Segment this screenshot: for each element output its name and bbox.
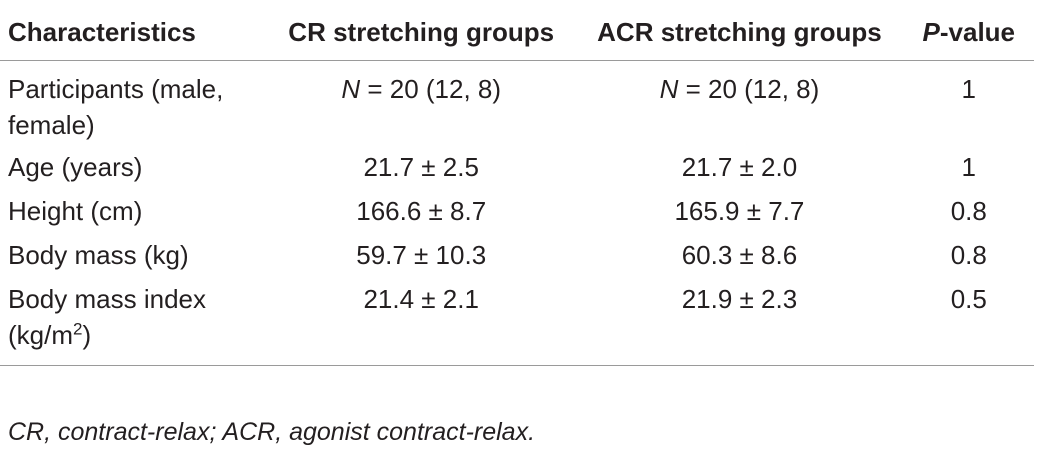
cell-n-value: = 20 (12, 8) [360,74,502,104]
cell-acr-body-mass: 60.3 ± 8.6 [681,240,798,270]
header-cr-group: CR stretching groups [288,17,555,47]
table-row: Participants (male, female) N = 20 (12, … [0,61,1034,144]
row-label-line2-end: ) [82,320,92,350]
table-header: Characteristics CR stretching groups ACR… [0,14,1034,61]
header-p-value: P-value [904,14,1034,61]
cell-cr-participants: N = 20 (12, 8) [267,61,575,144]
cell-cr-bmi: 21.4 ± 2.1 [363,284,479,314]
table-body: Participants (male, female) N = 20 (12, … [0,61,1034,366]
row-label-height: Height (cm) [8,196,143,226]
cell-acr-bmi: 21.9 ± 2.3 [681,284,798,314]
row-label-line2: (kg/m [8,320,73,350]
row-label-line1: Body mass index [8,284,206,314]
row-label-line1: Participants (male, [8,74,224,104]
header-p-italic: P [922,17,940,47]
superscript-2: 2 [73,319,83,339]
row-label-line2: female) [8,110,95,140]
cell-p-age: 1 [961,152,976,182]
cell-n-italic: N [659,74,679,104]
table-row: Height (cm) 166.6 ± 8.7 165.9 ± 7.7 0.8 [0,187,1034,231]
row-label-age: Age (years) [8,152,143,182]
header-acr-group: ACR stretching groups [597,17,882,47]
table-row: Body mass index (kg/m2) 21.4 ± 2.1 21.9 … [0,275,1034,366]
cell-n-value: = 20 (12, 8) [678,74,820,104]
cell-cr-height: 166.6 ± 8.7 [356,196,487,226]
cell-p-bmi: 0.5 [950,284,987,314]
cell-n-italic: N [341,74,361,104]
header-p-rest: -value [939,17,1016,47]
header-characteristics: Characteristics [8,17,196,47]
cell-acr-height: 165.9 ± 7.7 [674,196,805,226]
table-row: Age (years) 21.7 ± 2.5 21.7 ± 2.0 1 [0,143,1034,187]
table-footnote: CR, contract-relax; ACR, agonist contrac… [8,418,536,446]
row-label-bmi: Body mass index (kg/m2) [0,275,267,366]
table-row: Body mass (kg) 59.7 ± 10.3 60.3 ± 8.6 0.… [0,231,1034,275]
cell-p-participants: 1 [961,74,976,104]
cell-p-height: 0.8 [950,196,987,226]
row-label-participants: Participants (male, female) [0,61,267,144]
cell-cr-age: 21.7 ± 2.5 [363,152,479,182]
cell-cr-body-mass: 59.7 ± 10.3 [356,240,487,270]
cell-acr-participants: N = 20 (12, 8) [575,61,903,144]
cell-acr-age: 21.7 ± 2.0 [681,152,798,182]
header-row: Characteristics CR stretching groups ACR… [0,14,1034,61]
cell-p-body-mass: 0.8 [950,240,987,270]
characteristics-table: Characteristics CR stretching groups ACR… [0,14,1034,366]
row-label-body-mass: Body mass (kg) [8,240,189,270]
